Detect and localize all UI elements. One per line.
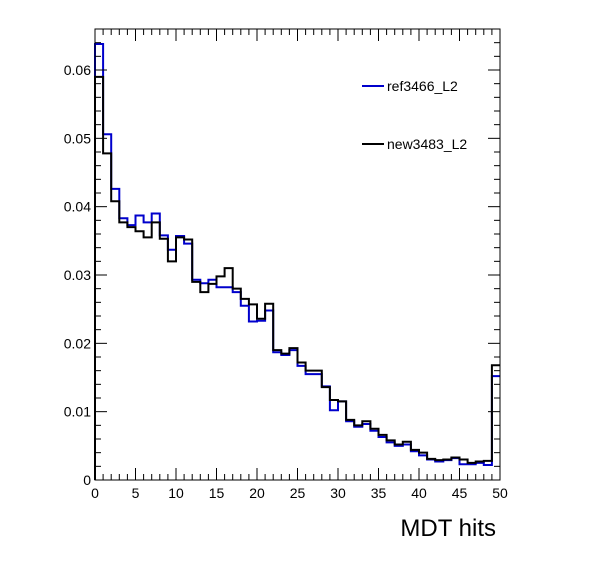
x-tick-label: 15 (209, 485, 225, 501)
ticks-layer (94, 28, 501, 481)
y-tick-label: 0.06 (64, 62, 91, 78)
x-tick-label: 10 (168, 485, 184, 501)
x-tick-label: 5 (132, 485, 140, 501)
x-axis-title: MDT hits (400, 515, 496, 542)
legend-label-1: new3483_L2 (387, 136, 467, 152)
x-tick-label: 20 (249, 485, 265, 501)
y-tick-label: 0 (83, 472, 91, 488)
legend-label-0: ref3466_L2 (387, 78, 458, 94)
y-tick-label: 0.03 (64, 267, 91, 283)
x-tick-label: 35 (371, 485, 387, 501)
legend: ref3466_L2 new3483_L2 (362, 78, 467, 152)
tick-labels-layer: 0 5 10 15 20 25 30 35 40 45 50 0 0.01 0.02 0.03 0.04 0.0… (64, 62, 508, 501)
y-tick-label: 0.04 (64, 199, 91, 215)
y-tick-label: 0.01 (64, 404, 91, 420)
x-tick-label: 25 (290, 485, 306, 501)
x-tick-label: 40 (411, 485, 427, 501)
x-tick-label: 50 (492, 485, 508, 501)
series-line-1 (94, 75, 500, 480)
x-tick-label: 45 (452, 485, 468, 501)
series-layer (94, 43, 500, 480)
x-tick-label: 30 (330, 485, 346, 501)
y-tick-label: 0.02 (64, 335, 91, 351)
y-tick-label: 0.05 (64, 130, 91, 146)
x-tick-label: 0 (91, 485, 99, 501)
